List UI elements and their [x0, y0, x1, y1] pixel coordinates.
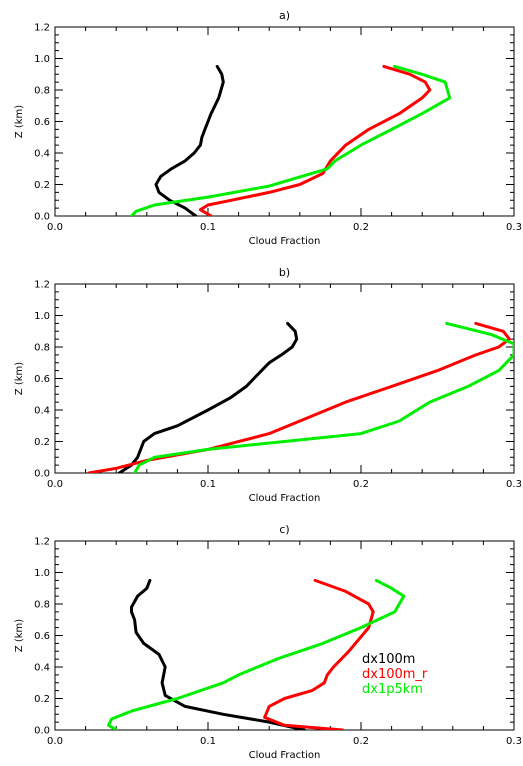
chart-panel-2: b) 0.0 0.1 0.2 0.3 0.0 0.2 0.4 0.6 0.8 1.0 1.2 Cloud…	[14, 266, 522, 504]
y-tick-label: 0.2	[34, 437, 50, 448]
x-axis-title: Cloud Fraction	[249, 236, 321, 247]
x-tick-label: 0.3	[506, 479, 522, 490]
y-tick-label: 0.4	[34, 149, 50, 160]
y-tick-label: 0.0	[34, 726, 50, 737]
y-tick-label: 1.0	[34, 54, 50, 65]
series-line-dx1p5km	[107, 578, 406, 730]
series-line-green	[130, 64, 452, 216]
chart-panel-1: a) 0.0 0.1 0.2 0.3 0.0 0.2 0.4 0.6 0.8 1.0 1.2 Cloud…	[14, 9, 522, 247]
plot-frame	[54, 540, 515, 731]
plot-frame	[54, 283, 515, 474]
y-tick-label: 0.0	[34, 469, 50, 480]
series-line-black	[117, 321, 299, 473]
series-line-green	[133, 321, 514, 473]
y-tick-label: 0.8	[34, 343, 50, 354]
y-tick-label: 0.2	[34, 694, 50, 705]
x-tick-label: 0.0	[47, 479, 63, 490]
series-line-dx100m	[130, 578, 306, 730]
x-axis-title: Cloud Fraction	[249, 750, 321, 761]
y-tick-label: 1.2	[34, 280, 50, 291]
chart-panel-3: c) 0.0 0.1 0.2 0.3 0.0 0.2 0.4 0.6 0.8 1.0 1.2 Cloud…	[14, 523, 522, 761]
x-tick-label: 0.3	[506, 222, 522, 233]
y-axis-title: Z (km)	[14, 105, 25, 138]
y-tick-label: 0.8	[34, 86, 50, 97]
y-tick-label: 0.4	[34, 663, 50, 674]
x-tick-label: 0.0	[47, 736, 63, 747]
y-tick-label: 1.0	[34, 311, 50, 322]
y-tick-label: 0.0	[34, 212, 50, 223]
y-tick-label: 0.6	[34, 374, 50, 385]
legend-entry-dx1p5km: dx1p5km	[362, 682, 423, 697]
x-tick-label: 0.1	[200, 479, 216, 490]
panel-title: b)	[279, 266, 290, 279]
y-axis-title: Z (km)	[14, 362, 25, 395]
series-line-dx100m_r	[263, 578, 375, 730]
series-line-red	[87, 321, 511, 473]
y-tick-label: 0.6	[34, 631, 50, 642]
x-tick-label: 0.3	[506, 736, 522, 747]
y-tick-label: 0.6	[34, 117, 50, 128]
y-tick-label: 1.0	[34, 568, 50, 579]
panel-title: a)	[279, 9, 290, 22]
x-tick-label: 0.2	[353, 479, 369, 490]
y-tick-label: 1.2	[34, 23, 50, 34]
legend-entry-dx100m_r: dx100m_r	[362, 667, 428, 682]
series-line-red	[198, 64, 432, 216]
y-axis-title: Z (km)	[14, 619, 25, 652]
y-tick-label: 0.2	[34, 180, 50, 191]
y-tick-label: 0.8	[34, 600, 50, 611]
x-tick-label: 0.0	[47, 222, 63, 233]
x-tick-label: 0.1	[200, 736, 216, 747]
x-tick-label: 0.1	[200, 222, 216, 233]
y-tick-label: 0.4	[34, 406, 50, 417]
x-tick-label: 0.2	[353, 222, 369, 233]
panel-title: c)	[279, 523, 289, 536]
x-tick-label: 0.2	[353, 736, 369, 747]
x-axis-title: Cloud Fraction	[249, 493, 321, 504]
legend-entry-dx100m: dx100m	[362, 652, 415, 667]
series-line-black	[154, 64, 225, 216]
y-tick-label: 1.2	[34, 537, 50, 548]
